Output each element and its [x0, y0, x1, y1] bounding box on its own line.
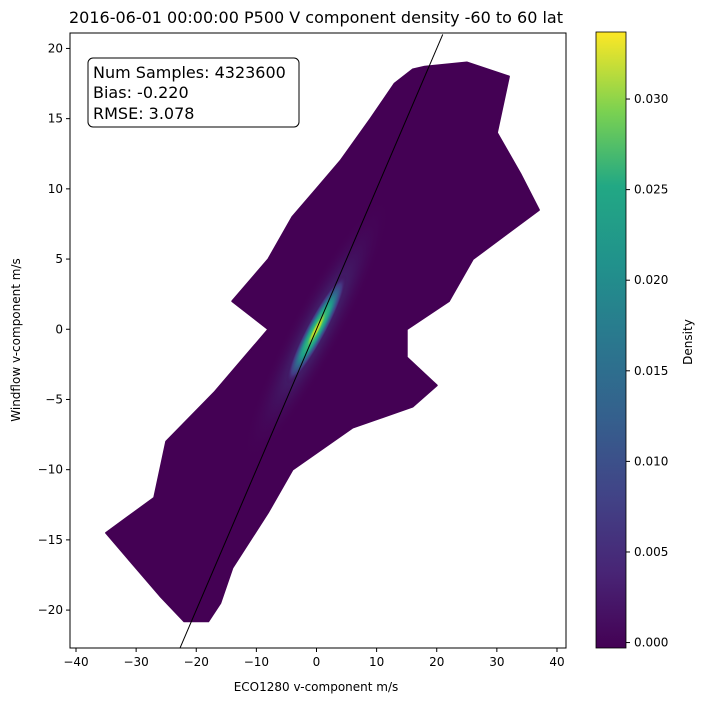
colorbar-tick-label: 0.010 [634, 454, 668, 468]
stats-line-bias: Bias: -0.220 [93, 83, 189, 102]
colorbar: 0.000 0.005 0.010 0.015 0.020 0.025 0.030 Dens… [595, 31, 695, 650]
stats-line-rmse: RMSE: 3.078 [93, 104, 194, 123]
x-tick-label: −20 [184, 655, 209, 669]
x-tick-label: 0 [313, 655, 321, 669]
y-tick-label: −5 [45, 392, 63, 406]
reference-line [179, 34, 444, 648]
y-tick-label: 20 [48, 41, 63, 55]
x-tick-label: 30 [489, 655, 504, 669]
y-tick-label: 5 [55, 252, 63, 266]
y-tick-label: 15 [48, 112, 63, 126]
plot-area [105, 34, 540, 648]
stats-box: Num Samples: 4323600 Bias: -0.220 RMSE: … [87, 57, 300, 128]
plot-frame [69, 32, 567, 649]
colorbar-tick-label: 0.005 [634, 545, 668, 559]
stats-box-frame [87, 57, 300, 128]
x-tick-label: 40 [549, 655, 564, 669]
x-tick-label: 10 [369, 655, 384, 669]
colorbar-tick-label: 0.030 [634, 92, 668, 106]
y-axis: −20 −15 −10 −5 0 5 10 15 20 [38, 41, 70, 617]
colorbar-tick-label: 0.025 [634, 183, 668, 197]
stats-line-samples: Num Samples: 4323600 [93, 63, 286, 82]
y-tick-label: −15 [38, 533, 63, 547]
y-axis-label: Windflow v-component m/s [9, 258, 23, 421]
colorbar-tick-label: 0.000 [634, 636, 668, 650]
y-tick-label: 10 [48, 182, 63, 196]
x-axis: −40 −30 −20 −10 0 10 20 30 40 [63, 648, 565, 669]
chart-title: 2016-06-01 00:00:00 P500 V component den… [69, 8, 563, 27]
x-tick-label: −40 [63, 655, 88, 669]
colorbar-label: Density [681, 319, 695, 365]
colorbar-ticks: 0.000 0.005 0.010 0.015 0.020 0.025 0.030 [626, 92, 668, 650]
x-tick-label: −10 [244, 655, 269, 669]
colorbar-tick-label: 0.020 [634, 273, 668, 287]
x-tick-label: −30 [123, 655, 148, 669]
colorbar-tick-label: 0.015 [634, 364, 668, 378]
colorbar-gradient [595, 31, 627, 649]
x-axis-label: ECO1280 v-component m/s [234, 680, 399, 694]
x-tick-label: 20 [429, 655, 444, 669]
y-tick-label: −10 [38, 463, 63, 477]
y-tick-label: 0 [55, 322, 63, 336]
y-tick-label: −20 [38, 603, 63, 617]
